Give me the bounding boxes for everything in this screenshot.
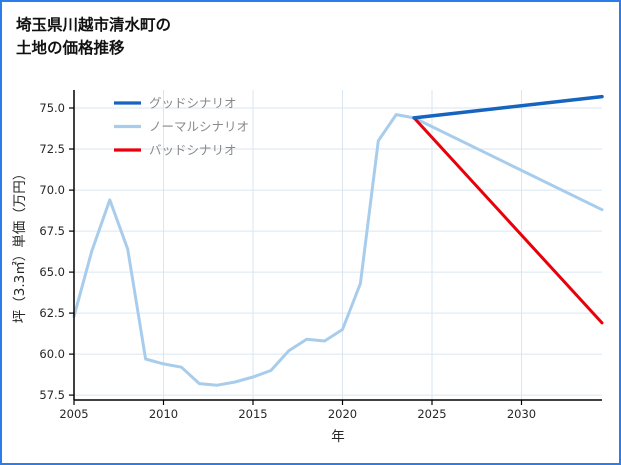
x-tick-label: 2025: [417, 407, 446, 421]
y-tick-label: 75.0: [39, 101, 65, 115]
x-tick-label: 2005: [59, 407, 88, 421]
chart-title-line-1: 埼玉県川越市清水町の: [16, 16, 172, 34]
y-tick-label: 57.5: [39, 388, 65, 402]
series-line-good-scenario: [412, 94, 604, 120]
x-tick-label: 2015: [238, 407, 267, 421]
series-line-bad-scenario: [412, 116, 604, 325]
y-tick-label: 60.0: [39, 347, 65, 361]
y-tick-label: 67.5: [39, 224, 65, 238]
chart-title-line-2: 土地の価格推移: [16, 39, 125, 58]
legend-label-bad-scenario: バッドシナリオ: [149, 143, 237, 158]
legend-label-normal-scenario: ノーマルシナリオ: [149, 119, 249, 134]
x-tick-label: 2020: [328, 407, 357, 421]
legend-label-good-scenario: グッドシナリオ: [149, 96, 237, 111]
y-tick-label: 62.5: [39, 306, 65, 320]
series-line-normal-scenario: [72, 113, 604, 387]
y-axis-label: 坪（3.3㎡）単価（万円）: [12, 167, 28, 323]
y-tick-label: 72.5: [39, 142, 65, 156]
y-tick-label: 65.0: [39, 265, 65, 279]
x-tick-label: 2010: [149, 407, 178, 421]
x-axis-label: 年: [331, 429, 345, 445]
x-tick-label: 2030: [507, 407, 536, 421]
chart-title: 埼玉県川越市清水町の 土地の価格推移: [16, 14, 171, 61]
y-tick-label: 70.0: [39, 183, 65, 197]
